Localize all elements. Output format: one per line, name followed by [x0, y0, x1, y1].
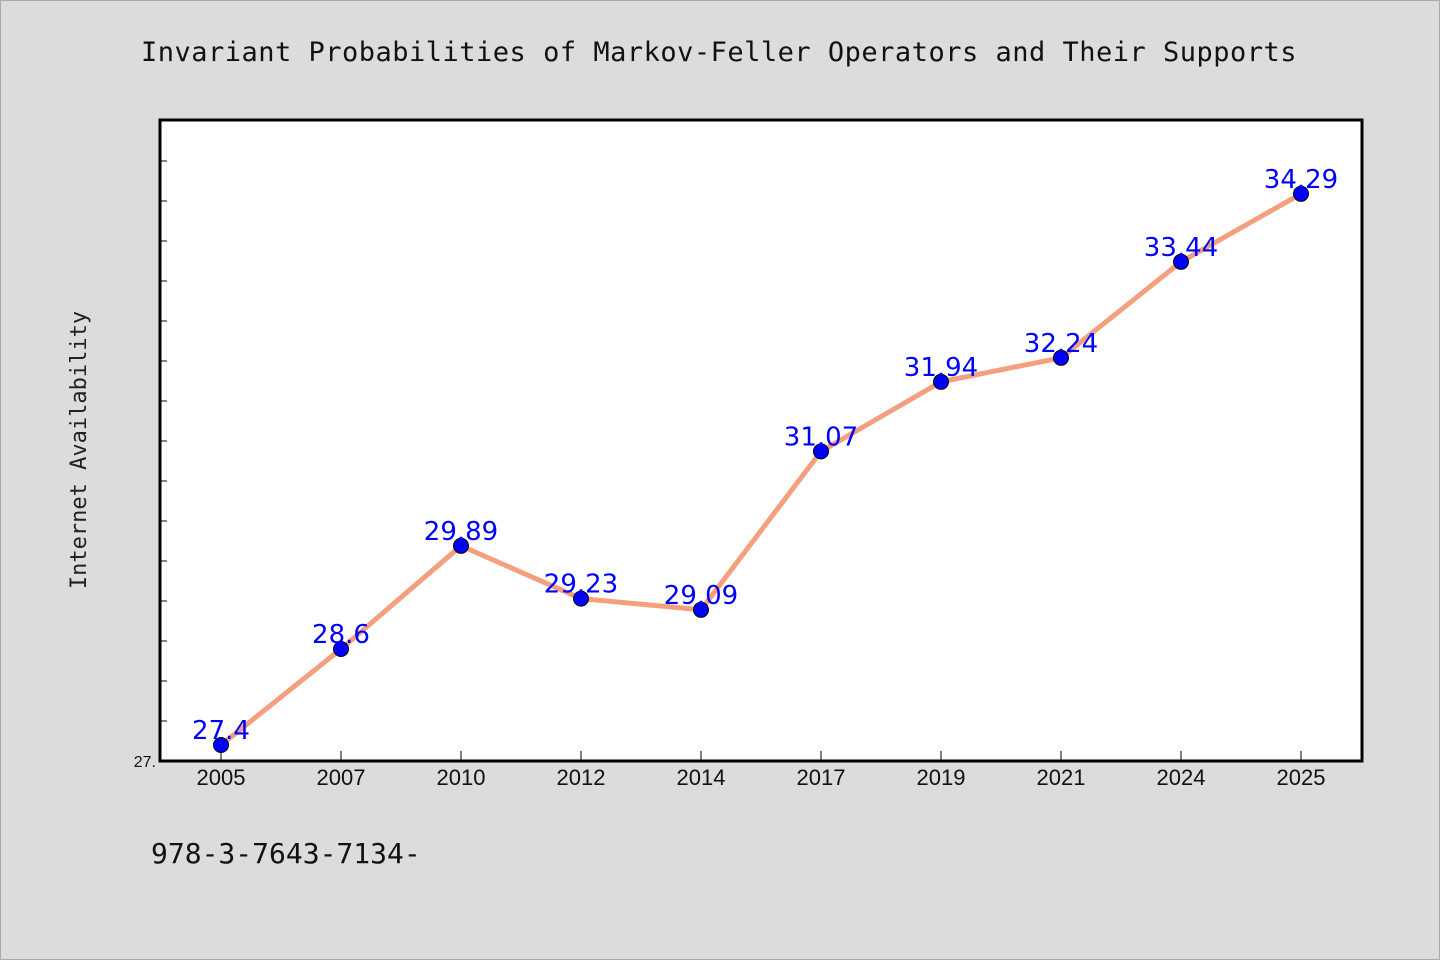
- data-point: [1293, 185, 1309, 202]
- data-label: 34.29: [1264, 165, 1338, 195]
- x-tick-label: 2021: [1037, 765, 1086, 790]
- data-point: [813, 443, 829, 460]
- series-markers: [213, 185, 1309, 753]
- y-axis-label: Internet Availability: [67, 311, 92, 589]
- data-point: [1053, 349, 1069, 366]
- data-point: [1173, 253, 1189, 270]
- x-tick-label: 2012: [557, 765, 606, 790]
- data-point: [333, 641, 349, 657]
- data-label: 33.44: [1144, 233, 1218, 263]
- x-tick-label: 2024: [1157, 765, 1206, 790]
- data-point: [213, 737, 229, 753]
- series-line: [219, 191, 1303, 747]
- y-tick-label: 27.: [134, 754, 156, 771]
- data-label: 29.09: [664, 581, 738, 611]
- data-label: 32.24: [1024, 329, 1098, 359]
- chart-title: Invariant Probabilities of Markov-Feller…: [140, 37, 1298, 68]
- data-label: 31.94: [904, 353, 978, 383]
- data-point: [933, 373, 949, 390]
- x-tick-label: 2017: [797, 765, 846, 790]
- isbn-text: 978-3-7643-7134-: [151, 837, 421, 870]
- x-tick-label: 2014: [677, 765, 726, 790]
- data-labels: 27.4 28.6 29.89 29.23 29.09 31.07 31.94 32.24 33…: [192, 165, 1338, 746]
- x-tick-label: 2025: [1277, 765, 1326, 790]
- x-tick-label: 2007: [317, 765, 366, 790]
- data-label: 27.4: [192, 716, 250, 746]
- x-axis-ticks: 2005 2007 2010 2012 2014 2017 2019 2021 2024 2025: [197, 751, 1326, 790]
- data-label: 31.07: [784, 422, 858, 452]
- data-point: [453, 537, 469, 554]
- data-point: [693, 601, 709, 618]
- plot-area: [158, 118, 1364, 763]
- y-axis-ticks: [161, 120, 167, 762]
- data-label: 28.6: [312, 620, 370, 650]
- x-tick-label: 2005: [197, 765, 246, 790]
- data-point: [573, 590, 589, 607]
- x-tick-label: 2019: [917, 765, 966, 790]
- data-label: 29.23: [544, 570, 618, 600]
- data-label: 29.89: [424, 517, 498, 547]
- x-tick-label: 2010: [437, 765, 486, 790]
